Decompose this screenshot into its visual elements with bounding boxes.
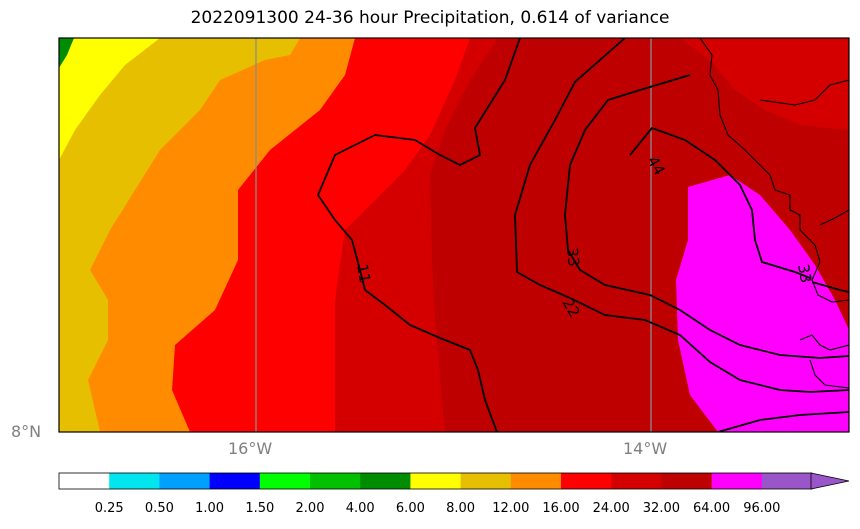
map-frame <box>58 37 850 433</box>
contour-33 <box>564 74 849 359</box>
contour-lower <box>717 411 849 432</box>
fill-4-6 <box>59 38 74 68</box>
colorbar-tick-label: 24.00 <box>592 501 630 516</box>
colorbar-tick-label: 12.00 <box>492 501 530 516</box>
coastline <box>699 38 849 389</box>
colorbar-box <box>711 473 763 489</box>
colorbar-tick-label: 0.50 <box>144 501 174 516</box>
colorbar-box <box>761 473 813 489</box>
contour-label: 33 <box>563 247 583 268</box>
coastline-segment <box>819 209 849 226</box>
contour-inner <box>811 281 849 293</box>
coastline-segment <box>799 334 849 351</box>
colorbar-tick-label: 1.50 <box>245 501 275 516</box>
fill-6-8 <box>59 38 160 160</box>
colorbar-box <box>410 473 462 489</box>
coastline-segment <box>759 79 849 106</box>
lon-label-14w: 14°W <box>623 439 668 458</box>
colorbar-extend-arrow <box>810 472 850 490</box>
colorbar-box <box>360 473 411 489</box>
colorbar <box>58 472 850 490</box>
contour-22 <box>514 38 849 393</box>
colorbar-box <box>259 473 311 489</box>
filled-contours <box>59 38 849 432</box>
gridlines <box>255 38 652 432</box>
colorbar-box <box>59 473 110 489</box>
lat-label-8n: 8°N <box>11 422 42 441</box>
colorbar-box <box>460 473 512 489</box>
colorbar-tick-label: 32.00 <box>642 501 680 516</box>
colorbar-box <box>561 473 612 489</box>
colorbar-box <box>209 473 261 489</box>
colorbar-tick-label: 6.00 <box>395 501 425 516</box>
colorbar-boxes <box>58 472 813 490</box>
contour-44 <box>629 126 811 279</box>
colorbar-box <box>510 473 562 489</box>
colorbar-tick-label: 64.00 <box>692 501 731 516</box>
colorbar-tick-label: 4.00 <box>345 501 375 516</box>
contour-label: 33 <box>794 263 815 285</box>
colorbar-box <box>159 473 211 489</box>
colorbar-tick-label: 1.00 <box>195 501 225 516</box>
contour-11 <box>316 38 521 432</box>
coastline-segment <box>699 38 849 303</box>
lon-label-16w: 16°W <box>228 439 273 458</box>
fill-24-32-pocket <box>680 38 848 130</box>
fill-8-12 <box>59 38 300 432</box>
coastline-segment <box>809 359 849 389</box>
contour-label: 11 <box>353 263 374 285</box>
colorbar-tick-label: 0.25 <box>94 501 124 516</box>
contour-lines <box>316 38 849 432</box>
colorbar-box <box>661 473 713 489</box>
colorbar-box <box>310 473 361 489</box>
colorbar-tick-label: 8.00 <box>446 501 476 516</box>
colorbar-tick-label: 96.00 <box>743 501 781 516</box>
colorbar-box <box>611 473 662 489</box>
colorbar-box <box>109 473 160 489</box>
colorbar-tick-label: 2.00 <box>295 501 325 516</box>
colorbar-tick-label: 16.00 <box>542 501 580 516</box>
map-title: 2022091300 24-36 hour Precipitation, 0.6… <box>190 8 670 28</box>
